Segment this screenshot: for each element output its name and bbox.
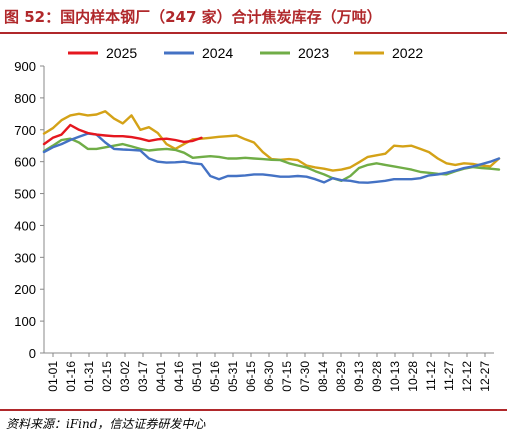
plot-lines xyxy=(42,110,501,184)
legend: 2025 2024 2023 2022 xyxy=(68,45,423,61)
series-line-2024 xyxy=(42,132,501,184)
legend-item-2024: 2024 xyxy=(164,45,233,61)
source-note: 资料来源：iFind，信达证券研发中心 xyxy=(6,417,206,431)
y-tick-label: 0 xyxy=(29,346,36,361)
legend-label: 2022 xyxy=(392,45,423,61)
x-tick-label: 03-17 xyxy=(136,361,150,392)
y-tick-label: 800 xyxy=(14,91,36,106)
title-bar: 图 52：国内样本钢厂（247 家）合计焦炭库存（万吨） xyxy=(0,0,507,34)
x-tick-label: 02-15 xyxy=(100,361,114,392)
y-tick-label: 100 xyxy=(14,314,36,329)
series-line-2022 xyxy=(42,110,501,172)
x-tick-label: 10-13 xyxy=(388,361,402,392)
x-tick-label: 01-16 xyxy=(64,361,78,392)
legend-label: 2024 xyxy=(202,45,233,61)
x-tick-label: 01-01 xyxy=(46,361,60,392)
x-tick-label: 01-31 xyxy=(82,361,96,392)
y-tick-label: 500 xyxy=(14,187,36,202)
x-tick-label: 05-01 xyxy=(190,361,204,392)
x-tick-label: 03-02 xyxy=(118,361,132,392)
y-tick-label: 600 xyxy=(14,155,36,170)
series-line-2025 xyxy=(42,123,203,146)
y-tick-label: 700 xyxy=(14,123,36,138)
chart-area: 2025 2024 2023 2022 0 100 200 300 400 500 600 700 8… xyxy=(14,45,501,392)
chart-title: 图 52：国内样本钢厂（247 家）合计焦炭库存（万吨） xyxy=(4,8,382,26)
legend-item-2022: 2022 xyxy=(354,45,423,61)
x-tick-label: 05-16 xyxy=(208,361,222,392)
x-tick-label: 07-30 xyxy=(298,361,312,392)
x-tick-label: 12-12 xyxy=(460,361,474,392)
legend-item-2023: 2023 xyxy=(260,45,329,61)
series-line-2023 xyxy=(42,137,501,183)
x-tick-label: 09-28 xyxy=(370,361,384,392)
x-tick-label: 06-15 xyxy=(244,361,258,392)
y-tick-label: 300 xyxy=(14,250,36,265)
legend-label: 2023 xyxy=(298,45,329,61)
legend-item-2025: 2025 xyxy=(68,45,137,61)
x-tick-label: 08-29 xyxy=(334,361,348,392)
source-bar: 资料来源：iFind，信达证券研发中心 xyxy=(0,409,507,435)
y-tick-label: 200 xyxy=(14,282,36,297)
x-tick-label: 12-27 xyxy=(478,361,492,392)
x-tick-label: 04-16 xyxy=(172,361,186,392)
x-tick-label: 07-15 xyxy=(280,361,294,392)
x-tick-label: 08-14 xyxy=(316,361,330,392)
legend-label: 2025 xyxy=(106,45,137,61)
x-tick-label: 09-13 xyxy=(352,361,366,392)
y-tick-label: 400 xyxy=(14,218,36,233)
y-tick-label: 900 xyxy=(14,59,36,74)
x-tick-label: 11-27 xyxy=(442,361,456,391)
y-axis: 0 100 200 300 400 500 600 700 800 900 xyxy=(14,59,45,361)
x-tick-label: 04-01 xyxy=(154,361,168,392)
x-tick-label: 10-28 xyxy=(406,361,420,392)
x-axis: 01-01 01-16 01-31 02-15 03-02 03-17 04-01 04-16… xyxy=(44,352,494,392)
x-tick-label: 06-30 xyxy=(262,361,276,392)
x-tick-label: 05-31 xyxy=(226,361,240,392)
x-tick-label: 11-12 xyxy=(424,361,438,391)
